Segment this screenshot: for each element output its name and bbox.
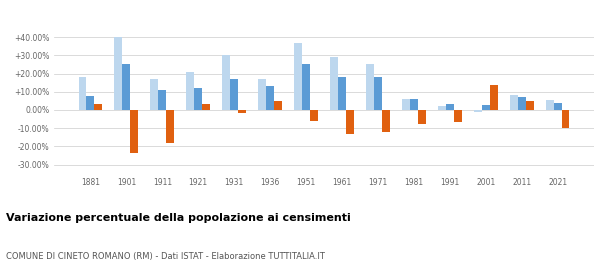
Bar xyxy=(438,106,446,110)
Bar xyxy=(230,79,238,110)
Bar xyxy=(202,104,210,110)
Bar xyxy=(454,110,461,122)
Bar xyxy=(338,77,346,110)
Bar xyxy=(490,85,497,110)
Bar xyxy=(346,110,354,134)
Bar xyxy=(446,104,454,110)
Bar xyxy=(546,100,554,110)
Text: Variazione percentuale della popolazione ai censimenti: Variazione percentuale della popolazione… xyxy=(6,213,351,223)
Bar xyxy=(86,96,94,110)
Bar xyxy=(518,97,526,110)
Bar xyxy=(526,101,533,110)
Bar xyxy=(258,79,266,110)
Bar xyxy=(562,110,569,128)
Bar xyxy=(374,77,382,110)
Bar xyxy=(554,103,562,110)
Bar xyxy=(79,77,86,110)
Bar xyxy=(130,110,138,153)
Text: COMUNE DI CINETO ROMANO (RM) - Dati ISTAT - Elaborazione TUTTITALIA.IT: COMUNE DI CINETO ROMANO (RM) - Dati ISTA… xyxy=(6,252,325,261)
Bar xyxy=(187,72,194,110)
Bar xyxy=(115,37,122,110)
Bar xyxy=(166,110,174,143)
Bar xyxy=(474,110,482,112)
Bar xyxy=(238,110,246,113)
Bar xyxy=(310,110,318,121)
Bar xyxy=(274,101,282,110)
Bar xyxy=(382,110,390,132)
Bar xyxy=(222,55,230,110)
Bar xyxy=(482,105,490,110)
Bar xyxy=(510,95,518,110)
Bar xyxy=(410,99,418,110)
Bar xyxy=(366,64,374,110)
Bar xyxy=(266,86,274,110)
Bar xyxy=(94,104,102,110)
Bar xyxy=(194,88,202,110)
Bar xyxy=(122,64,130,110)
Bar xyxy=(294,43,302,110)
Bar xyxy=(151,79,158,110)
Bar xyxy=(158,90,166,110)
Bar xyxy=(302,64,310,110)
Bar xyxy=(330,57,338,110)
Bar xyxy=(402,99,410,110)
Bar xyxy=(418,110,426,124)
